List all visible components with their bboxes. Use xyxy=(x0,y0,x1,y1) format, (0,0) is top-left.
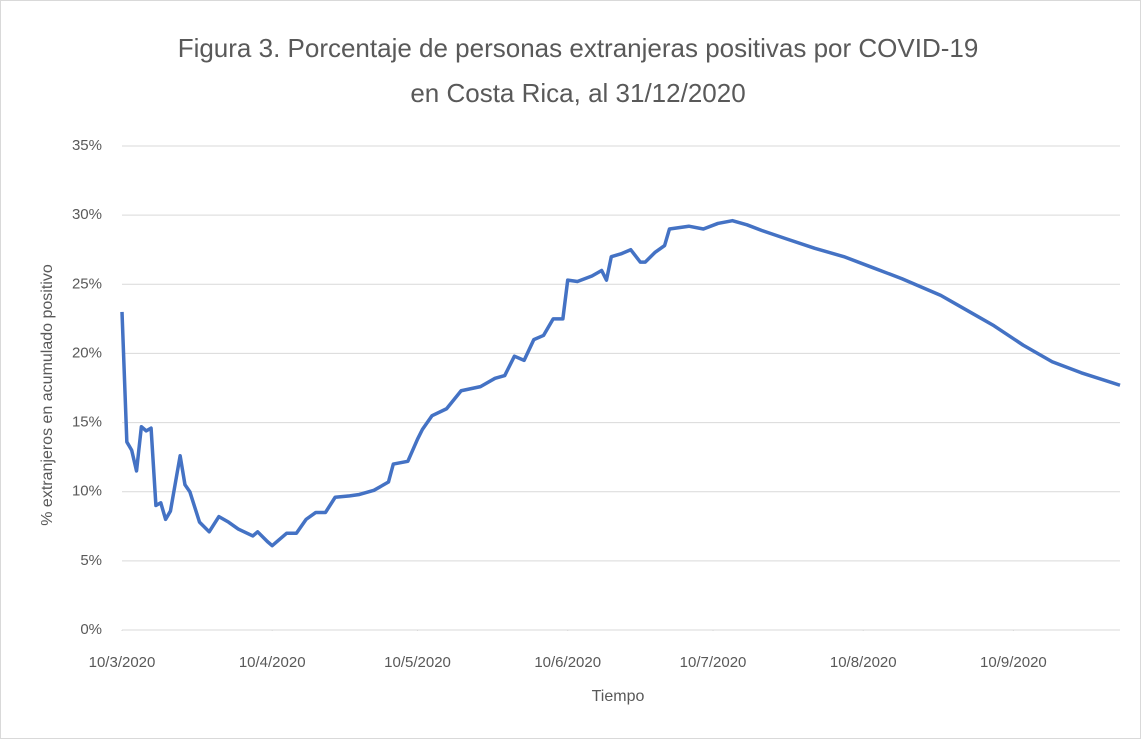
x-tick-label: 10/8/2020 xyxy=(830,654,897,671)
chart-title: en Costa Rica, al 31/12/2020 xyxy=(410,78,745,108)
y-tick-label: 15% xyxy=(72,414,102,431)
y-tick-label: 0% xyxy=(80,621,102,638)
x-tick-label: 10/9/2020 xyxy=(980,654,1047,671)
y-tick-label: 20% xyxy=(72,344,102,361)
y-tick-label: 25% xyxy=(72,275,102,292)
y-axis-label: % extranjeros en acumulado positivo xyxy=(39,264,56,526)
chart-title: Figura 3. Porcentaje de personas extranj… xyxy=(178,33,979,63)
y-tick-label: 5% xyxy=(80,552,102,569)
x-tick-label: 10/7/2020 xyxy=(680,654,747,671)
y-tick-label: 30% xyxy=(72,206,102,223)
data-line xyxy=(120,218,1121,548)
x-tick-label: 10/3/2020 xyxy=(89,654,156,671)
x-tick-label: 10/4/2020 xyxy=(239,654,306,671)
y-tick-label: 35% xyxy=(72,137,102,154)
x-tick-label: 10/6/2020 xyxy=(534,654,601,671)
x-axis-label: Tiempo xyxy=(592,688,645,705)
y-tick-label: 10% xyxy=(72,483,102,500)
x-tick-label: 10/5/2020 xyxy=(384,654,451,671)
